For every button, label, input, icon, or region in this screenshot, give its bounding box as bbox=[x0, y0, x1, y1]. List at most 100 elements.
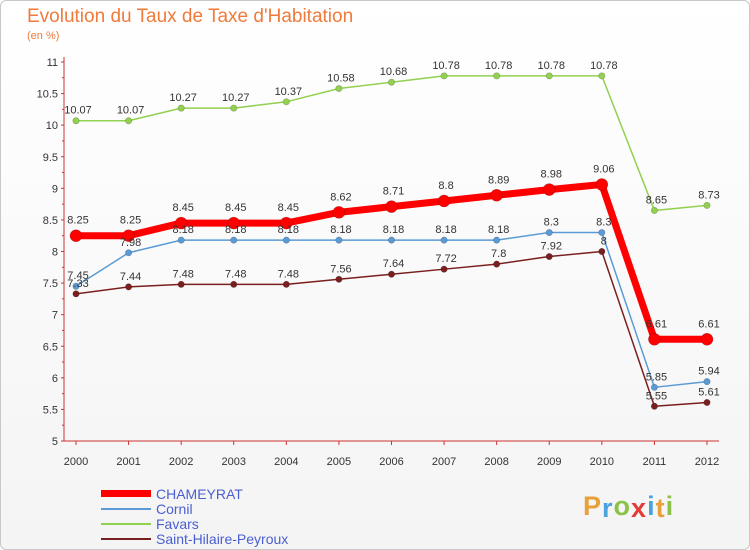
data-label-favars: 10.78 bbox=[485, 60, 513, 72]
data-label-chameyrat: 8.62 bbox=[330, 191, 351, 203]
data-point-saint-hilaire-peyroux bbox=[387, 270, 395, 278]
data-label-cornil: 8.18 bbox=[172, 224, 193, 236]
data-label-favars: 10.68 bbox=[380, 66, 408, 78]
data-label-cornil: 8.18 bbox=[488, 224, 509, 236]
data-label-favars: 10.27 bbox=[169, 92, 197, 104]
x-tick-label: 2001 bbox=[116, 456, 140, 468]
legend-item-chameyrat: CHAMEYRAT bbox=[101, 486, 288, 502]
x-tick-label: 2002 bbox=[169, 456, 193, 468]
data-label-saint-hilaire-peyroux: 7.33 bbox=[67, 278, 88, 290]
y-tick-label: 11 bbox=[47, 57, 58, 69]
data-point-favars bbox=[177, 104, 185, 112]
series-line-cornil bbox=[75, 231, 708, 389]
data-point-cornil bbox=[545, 229, 553, 237]
data-label-cornil: 8.18 bbox=[383, 224, 404, 236]
proxiti-logo: Proxiti bbox=[583, 491, 674, 523]
legend-label: Favars bbox=[156, 515, 199, 532]
legend-label: Cornil bbox=[156, 500, 193, 517]
logo-letter: t bbox=[655, 493, 666, 523]
data-point-chameyrat bbox=[227, 216, 241, 230]
chart-title: Evolution du Taux de Taxe d'Habitation bbox=[27, 6, 354, 27]
data-label-chameyrat: 8.45 bbox=[225, 202, 246, 214]
data-point-chameyrat bbox=[280, 216, 293, 230]
chart-legend: CHAMEYRAT Cornil Favars Saint-Hilaire-Peyro… bbox=[101, 486, 289, 547]
data-label-saint-hilaire-peyroux: 5.61 bbox=[698, 386, 719, 398]
legend-item-cornil: Cornil bbox=[101, 500, 288, 517]
data-label-saint-hilaire-peyroux: 7.72 bbox=[435, 253, 456, 265]
data-point-favars bbox=[493, 72, 501, 80]
data-point-favars bbox=[703, 201, 711, 209]
series-saint-hilaire-peyroux bbox=[72, 248, 711, 410]
legend-item-saint-hilaire-peyroux: Saint-Hilaire-Peyroux bbox=[101, 530, 289, 547]
data-point-saint-hilaire-peyroux bbox=[440, 265, 448, 273]
series-chameyrat bbox=[69, 178, 714, 346]
logo-letter: i bbox=[647, 491, 656, 521]
data-point-chameyrat bbox=[122, 229, 135, 243]
x-tick-label: 2003 bbox=[222, 456, 246, 468]
data-point-cornil bbox=[650, 383, 658, 391]
y-tick-label: 10 bbox=[46, 120, 58, 132]
data-point-cornil bbox=[230, 236, 238, 244]
data-label-favars: 10.07 bbox=[64, 105, 92, 117]
data-point-saint-hilaire-peyroux bbox=[493, 260, 501, 268]
data-label-favars: 10.58 bbox=[327, 73, 355, 85]
data-point-cornil bbox=[282, 236, 290, 244]
data-label-saint-hilaire-peyroux: 5.55 bbox=[646, 390, 667, 402]
logo-letter: r bbox=[602, 493, 614, 523]
data-label-chameyrat: 6.61 bbox=[698, 318, 719, 330]
data-point-saint-hilaire-peyroux bbox=[282, 280, 290, 288]
y-tick-label: 10.5 bbox=[37, 89, 58, 101]
data-point-chameyrat bbox=[437, 194, 451, 208]
data-label-cornil: 7.45 bbox=[67, 270, 88, 282]
data-label-cornil: 5.85 bbox=[646, 371, 667, 383]
data-point-favars bbox=[598, 72, 606, 80]
y-tick-label: 9 bbox=[52, 183, 58, 195]
x-tick-label: 2000 bbox=[64, 456, 88, 468]
data-label-chameyrat: 8.25 bbox=[120, 215, 141, 227]
data-point-chameyrat bbox=[542, 183, 556, 196]
legend-label: Saint-Hilaire-Peyroux bbox=[156, 530, 289, 547]
data-label-chameyrat: 9.06 bbox=[593, 164, 614, 176]
data-point-favars bbox=[72, 117, 80, 125]
data-point-saint-hilaire-peyroux bbox=[72, 290, 80, 298]
y-tick-label: 8 bbox=[52, 247, 58, 259]
data-label-cornil: 8.18 bbox=[225, 224, 246, 236]
data-point-favars bbox=[282, 98, 290, 106]
y-tick-label: 9.5 bbox=[43, 152, 58, 164]
data-point-saint-hilaire-peyroux bbox=[177, 280, 185, 288]
x-tick-label: 2007 bbox=[432, 456, 456, 468]
data-point-chameyrat bbox=[385, 200, 398, 213]
data-label-saint-hilaire-peyroux: 7.44 bbox=[120, 271, 141, 283]
data-label-chameyrat: 8.71 bbox=[383, 186, 404, 198]
y-tick-label: 5.5 bbox=[43, 404, 58, 416]
data-point-saint-hilaire-peyroux bbox=[125, 283, 133, 291]
data-label-cornil: 8.18 bbox=[330, 224, 351, 236]
data-point-saint-hilaire-peyroux bbox=[230, 280, 238, 288]
data-label-saint-hilaire-peyroux: 7.56 bbox=[330, 263, 351, 275]
data-point-favars bbox=[440, 72, 448, 80]
data-label-favars: 10.27 bbox=[222, 92, 250, 104]
data-point-cornil bbox=[703, 378, 711, 386]
y-tick-label: 6 bbox=[52, 373, 58, 385]
x-tick-label: 2010 bbox=[590, 456, 614, 468]
data-point-cornil bbox=[493, 236, 501, 244]
data-point-cornil bbox=[125, 249, 133, 257]
data-label-saint-hilaire-peyroux: 7.48 bbox=[172, 268, 193, 280]
x-tick-label: 2006 bbox=[379, 456, 403, 468]
y-tick-label: 7 bbox=[52, 310, 58, 322]
data-point-cornil bbox=[440, 236, 448, 244]
data-label-cornil: 8.18 bbox=[435, 224, 456, 236]
data-point-chameyrat bbox=[700, 333, 714, 346]
data-label-chameyrat: 8.8 bbox=[438, 180, 453, 192]
y-tick-label: 7.5 bbox=[43, 278, 58, 290]
data-point-cornil bbox=[598, 229, 606, 237]
data-label-favars: 10.78 bbox=[590, 60, 618, 72]
data-point-favars bbox=[387, 78, 395, 86]
series-cornil bbox=[72, 229, 711, 391]
data-point-favars bbox=[335, 85, 343, 93]
legend-item-favars: Favars bbox=[101, 515, 288, 532]
data-label-favars: 10.37 bbox=[275, 86, 303, 98]
data-label-saint-hilaire-peyroux: 7.92 bbox=[541, 241, 562, 253]
